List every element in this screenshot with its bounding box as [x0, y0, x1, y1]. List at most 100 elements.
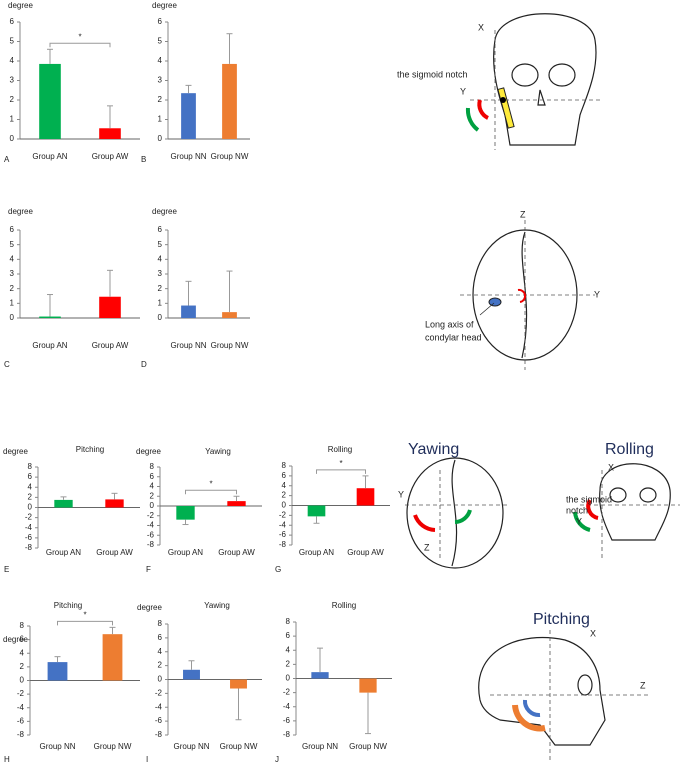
- x-tick-label: Group AW: [92, 341, 129, 350]
- diagram-label: Z: [424, 542, 430, 552]
- y-tick-label: 4: [158, 647, 163, 656]
- y-tick-label: 6: [20, 635, 25, 644]
- chart-title: Rolling: [332, 601, 356, 610]
- y-axis-label: degree: [3, 635, 28, 644]
- x-tick-label: Group AW: [218, 548, 255, 557]
- panel-letter: D: [141, 360, 147, 369]
- bar: [99, 128, 121, 139]
- x-tick-label: Group AN: [46, 548, 81, 557]
- y-tick-label: 2: [158, 284, 163, 293]
- y-tick-label: 3: [10, 269, 15, 278]
- y-tick-label: 4: [150, 482, 155, 491]
- significance-bracket: [316, 469, 366, 474]
- diagram-label: the sigmoid: [566, 494, 612, 504]
- diagram-label: Z: [640, 680, 646, 690]
- y-tick-label: 2: [10, 284, 15, 293]
- y-tick-label: -4: [25, 523, 33, 532]
- skull-front-diagram: X the sigmoid notch Y: [397, 13, 600, 150]
- x-tick-label: Group NN: [302, 742, 338, 751]
- x-tick-label: Group NN: [170, 341, 206, 350]
- panel-letter: G: [275, 565, 281, 574]
- x-tick-label: Group NN: [173, 742, 209, 751]
- y-tick-label: -8: [17, 730, 25, 739]
- y-tick-label: 2: [286, 659, 291, 668]
- y-tick-label: 0: [286, 674, 291, 683]
- y-tick-label: 0: [150, 501, 155, 510]
- y-tick-label: 6: [28, 472, 33, 481]
- y-tick-label: 5: [10, 240, 15, 249]
- diagram-title: Pitching: [533, 611, 590, 628]
- y-tick-label: 2: [158, 95, 163, 104]
- bar: [39, 63, 61, 139]
- diagram-label: X: [590, 628, 596, 638]
- y-tick-label: -4: [155, 702, 163, 711]
- y-tick-label: -6: [283, 716, 291, 725]
- y-tick-label: 6: [282, 471, 287, 480]
- y-tick-label: 0: [10, 313, 15, 322]
- y-tick-label: -8: [279, 540, 287, 549]
- significance-bracket: [57, 620, 113, 626]
- y-tick-label: 0: [158, 675, 163, 684]
- x-tick-label: Group NW: [211, 152, 249, 161]
- x-tick-label: Group NW: [211, 341, 249, 350]
- y-axis-label: degree: [152, 207, 177, 216]
- diagram-title: Yawing: [408, 441, 459, 458]
- y-tick-label: 4: [28, 482, 33, 491]
- y-tick-label: 6: [158, 225, 163, 234]
- y-tick-label: 3: [10, 76, 15, 85]
- x-tick-label: Group AN: [168, 548, 203, 557]
- bar: [105, 499, 124, 508]
- y-tick-label: -4: [17, 703, 25, 712]
- x-tick-label: Group NW: [220, 742, 258, 751]
- bar: [222, 63, 237, 139]
- y-tick-label: 0: [28, 503, 33, 512]
- y-tick-label: 4: [10, 254, 15, 263]
- y-axis-label: degree: [3, 447, 28, 456]
- bar: [356, 488, 375, 506]
- diagram-label: condylar head: [425, 332, 482, 342]
- bar: [311, 672, 329, 679]
- x-tick-label: Group NW: [349, 742, 387, 751]
- significance-mark: *: [78, 32, 81, 41]
- y-tick-label: 2: [28, 492, 33, 501]
- bar: [102, 634, 123, 681]
- y-tick-label: -6: [279, 530, 287, 539]
- y-tick-label: 8: [20, 621, 25, 630]
- diagram-label: the sigmoid notch: [397, 69, 468, 79]
- y-tick-label: -2: [147, 511, 155, 520]
- chart-title: Yawing: [204, 601, 230, 610]
- y-tick-label: 1: [158, 298, 163, 307]
- bar: [359, 678, 377, 693]
- y-tick-label: -6: [155, 716, 163, 725]
- diagram-label: X: [478, 22, 484, 32]
- y-tick-label: 8: [282, 461, 287, 470]
- y-tick-label: 8: [150, 462, 155, 471]
- x-tick-label: Group AN: [299, 548, 334, 557]
- y-tick-label: 1: [158, 115, 163, 124]
- diagram-label: Y: [460, 86, 466, 96]
- diagram-title: Rolling: [605, 441, 654, 458]
- y-tick-label: 6: [158, 17, 163, 26]
- y-tick-label: -2: [279, 510, 287, 519]
- x-tick-label: Group NN: [170, 152, 206, 161]
- panel-letter: E: [4, 565, 9, 574]
- diagram-label: Y: [594, 289, 600, 299]
- y-tick-label: -4: [147, 521, 155, 530]
- y-tick-label: 0: [10, 134, 15, 143]
- bar: [54, 499, 73, 508]
- y-tick-label: 2: [150, 491, 155, 500]
- y-tick-label: 6: [158, 633, 163, 642]
- y-tick-label: -8: [25, 543, 33, 552]
- yawing-rolling-diagram: Yawing Y Z Rolling X the sigmoid notch Y: [398, 441, 680, 569]
- y-tick-label: 4: [10, 56, 15, 65]
- y-tick-label: -2: [155, 688, 163, 697]
- y-tick-label: 4: [20, 648, 25, 657]
- x-tick-label: Group NN: [39, 742, 75, 751]
- diagram-label: notch: [566, 505, 588, 515]
- y-tick-label: 3: [158, 76, 163, 85]
- y-tick-label: 1: [10, 298, 15, 307]
- bar: [183, 669, 200, 680]
- bar: [222, 312, 237, 318]
- chart-title: Yawing: [205, 447, 231, 456]
- diagram-label: Y: [576, 516, 582, 526]
